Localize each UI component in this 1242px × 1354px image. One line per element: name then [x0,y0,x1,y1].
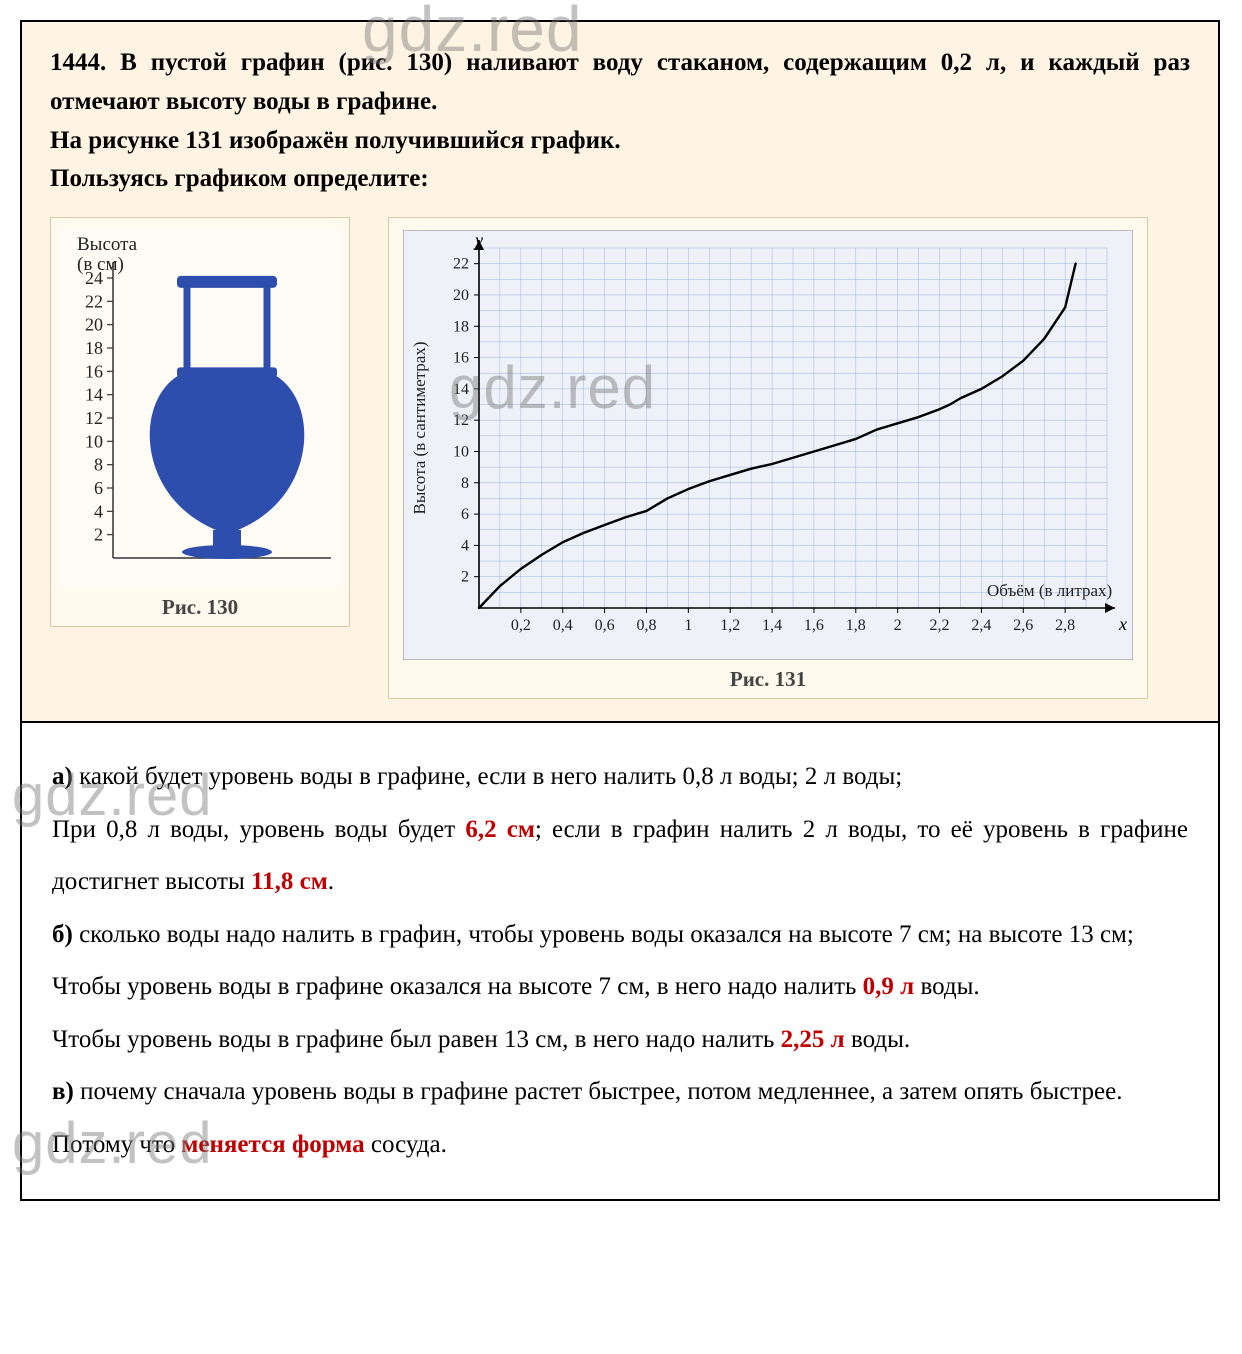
svg-text:y: y [473,230,483,250]
svg-text:18: 18 [85,338,103,358]
svg-text:1,8: 1,8 [846,617,866,634]
svg-text:10: 10 [85,431,103,451]
svg-text:10: 10 [453,443,469,460]
fig131-chart: 0,2 0,4 0,6 0,8 1 1,2 1,4 1,6 1,8 2 2,2 2,4 2,6 2,8 2 4… [403,230,1133,660]
problem-line2: На рисунке 131 изображён получившийся гр… [50,127,621,154]
a-q-text: какой будет уровень воды в графине, если… [79,763,902,790]
answer-c-text: Потому что меняется форма сосуда. [52,1119,1188,1172]
svg-text:8: 8 [94,455,103,475]
svg-text:1,4: 1,4 [762,617,782,634]
label-b: б) [52,921,73,948]
svg-text:x: x [1118,614,1127,634]
svg-text:2,8: 2,8 [1055,617,1075,634]
svg-text:0,4: 0,4 [553,617,573,634]
svg-text:1,2: 1,2 [720,617,740,634]
c-val: меняется форма [181,1131,364,1158]
svg-text:14: 14 [453,381,469,398]
svg-text:12: 12 [85,408,103,428]
svg-text:Высота: Высота [77,234,138,255]
svg-text:2,6: 2,6 [1013,617,1033,634]
svg-text:1,6: 1,6 [804,617,824,634]
answer-a-text: При 0,8 л воды, уровень воды будет 6,2 с… [52,804,1188,909]
answer-a-question: а) какой будет уровень воды в графине, е… [52,751,1188,804]
c-p1: Потому что [52,1131,181,1158]
svg-text:6: 6 [461,506,469,523]
svg-text:18: 18 [453,318,469,335]
svg-text:20: 20 [85,315,103,335]
svg-text:14: 14 [85,385,103,405]
b-val1: 0,9 л [863,973,915,1000]
a-p1: При 0,8 л воды, уровень воды будет [52,816,465,843]
svg-text:1: 1 [684,617,692,634]
svg-text:8: 8 [461,475,469,492]
b1-p2: воды. [914,973,979,1000]
svg-text:4: 4 [94,501,103,521]
b-val2: 2,25 л [781,1026,845,1053]
answer-c-question: в) почему сначала уровень воды в графине… [52,1066,1188,1119]
b2-p1: Чтобы уровень воды в графине был равен 1… [52,1026,781,1053]
svg-text:2: 2 [461,569,469,586]
c-q-text: почему сначала уровень воды в графине ра… [80,1078,1122,1105]
problem-number: 1444. [50,49,106,76]
svg-text:16: 16 [85,361,103,381]
problem-line3: Пользуясь графиком определите: [50,165,429,192]
svg-text:2,4: 2,4 [971,617,991,634]
fig130-caption: Рис. 130 [57,595,343,620]
svg-text:2: 2 [894,617,902,634]
b2-p2: воды. [845,1026,910,1053]
svg-text:22: 22 [85,291,103,311]
answer-b-question: б) сколько воды надо налить в графин, чт… [52,909,1188,962]
fig131-panel: gdz.red 0,20,40,60,811,21,41,61,822,22,4… [388,217,1148,699]
svg-text:2: 2 [94,525,103,545]
problem-line1: В пустой графин (рис. 130) наливают воду… [50,49,1190,115]
svg-text:2,2: 2,2 [930,617,950,634]
figures-row: 24681012141618202224Высота(в см) Рис. 13… [50,217,1190,699]
fig131-caption: Рис. 131 [403,667,1133,692]
svg-text:(в см): (в см) [77,254,124,275]
svg-text:20: 20 [453,287,469,304]
a-val2: 11,8 см [251,868,328,895]
fig130-panel: 24681012141618202224Высота(в см) Рис. 13… [50,217,350,627]
answer-b-text1: Чтобы уровень воды в графине оказался на… [52,961,1188,1014]
svg-text:0,2: 0,2 [511,617,531,634]
a-val1: 6,2 см [465,816,535,843]
problem-text: 1444. В пустой графин (рис. 130) наливаю… [50,44,1190,199]
svg-text:0,6: 0,6 [595,617,615,634]
fig130-svg: 24681012141618202224Высота(в см) [57,228,343,588]
b1-p1: Чтобы уровень воды в графине оказался на… [52,973,863,1000]
problem-panel: gdz.red 1444. В пустой графин (рис. 130)… [22,22,1218,723]
label-c: в) [52,1078,74,1105]
answer-b-text2: Чтобы уровень воды в графине был равен 1… [52,1014,1188,1067]
b-q-text: сколько воды надо налить в графин, чтобы… [79,921,1134,948]
c-p2: сосуда. [365,1131,447,1158]
answers-panel: gdz.red gdz.red а) какой будет уровень в… [22,723,1218,1199]
svg-text:0,8: 0,8 [636,617,656,634]
a-p3: . [328,868,334,895]
svg-text:16: 16 [453,350,469,367]
svg-text:12: 12 [453,412,469,429]
svg-text:Высота (в сантиметрах): Высота (в сантиметрах) [410,341,429,514]
document-frame: gdz.red 1444. В пустой графин (рис. 130)… [20,20,1220,1201]
svg-text:Объём (в литрах): Объём (в литрах) [987,581,1112,600]
label-a: а) [52,763,73,790]
svg-text:22: 22 [453,256,469,273]
svg-text:6: 6 [94,478,103,498]
svg-text:4: 4 [461,537,469,554]
